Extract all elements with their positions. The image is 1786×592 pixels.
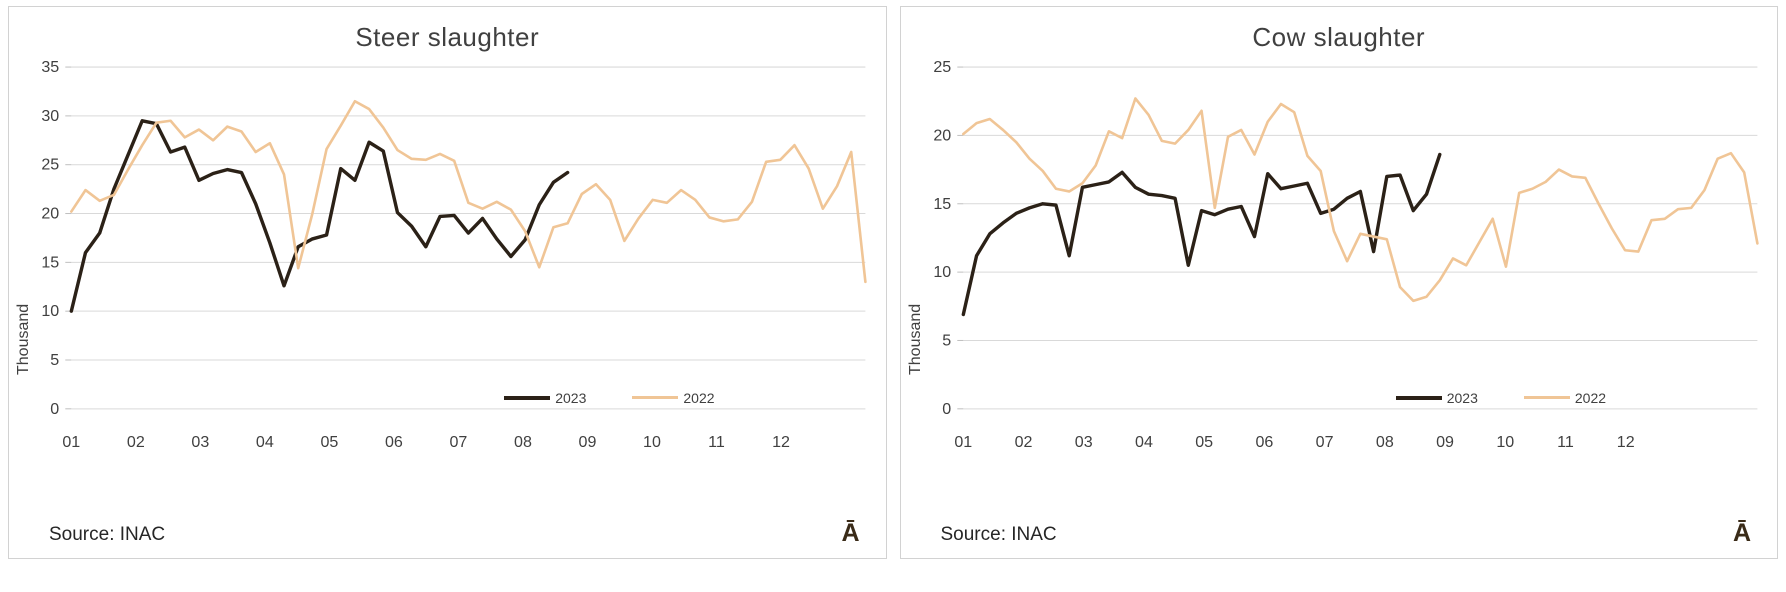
legend-item-2022[interactable]: 2022 xyxy=(632,389,715,406)
chart-title: Steer slaughter xyxy=(355,22,540,52)
y-tick-label: 15 xyxy=(41,253,59,271)
gridlines xyxy=(956,66,1757,410)
corner-glyph: Ā xyxy=(1732,519,1751,547)
legend-item-2023[interactable]: 2023 xyxy=(504,390,586,406)
y-tick-label: 10 xyxy=(933,263,951,281)
source-note: Source: INAC xyxy=(49,524,166,545)
y-tick-label: 10 xyxy=(41,302,59,320)
line-swatch-2023 xyxy=(504,395,551,400)
x-axis-label: 02 xyxy=(127,433,145,451)
y-tick-label: 20 xyxy=(933,126,951,144)
source-note: Source: INAC xyxy=(940,524,1057,545)
x-axis-label: 01 xyxy=(62,433,80,451)
legend-label-2022: 2022 xyxy=(1574,389,1607,406)
x-axis-label: 06 xyxy=(385,433,403,451)
series-line-2022[interactable] xyxy=(961,97,1759,303)
x-axis-label: 06 xyxy=(1255,433,1273,451)
legend-item-2023[interactable]: 2023 xyxy=(1395,389,1478,406)
chart-legend: 2023 2022 xyxy=(1395,389,1607,406)
x-axis-label: 08 xyxy=(514,433,532,451)
x-axis-label: 12 xyxy=(772,433,790,451)
chart-panel-steer[interactable]: Steer slaughter Thousand 0 5 10 15 20 25 30 35 0… xyxy=(8,6,887,559)
x-axis-label: 08 xyxy=(1375,433,1393,451)
series-line-2022[interactable] xyxy=(70,99,867,284)
chart-area: Thousand 0 5 10 15 20 25 01 02 03 04 05 06 07 08 09 10 1… xyxy=(901,55,1778,487)
y-tick-label: 25 xyxy=(933,58,951,76)
y-axis-title: Thousand xyxy=(15,303,32,375)
x-axis-label: 10 xyxy=(1496,433,1514,451)
y-tick-label: 30 xyxy=(41,107,59,125)
y-axis-title: Thousand xyxy=(906,303,924,375)
x-axis-label: 05 xyxy=(320,433,338,451)
line-swatch-2022 xyxy=(632,396,679,400)
x-axis-label: 07 xyxy=(1315,433,1333,451)
y-tick-label: 0 xyxy=(942,400,951,418)
x-axis-label: 11 xyxy=(1557,433,1574,451)
chart-panel-cow[interactable]: Cow slaughter Thousand 0 5 10 15 20 25 01 02 03 0… xyxy=(899,6,1778,559)
chart-legend: 2023 2022 xyxy=(504,389,715,406)
chart-title: Cow slaughter xyxy=(1252,22,1426,52)
x-axis-label: 11 xyxy=(708,433,725,451)
y-tick-label: 5 xyxy=(50,351,59,369)
y-tick-labels: 0 5 10 15 20 25 xyxy=(933,58,951,418)
legend-label-2023: 2023 xyxy=(555,389,587,406)
x-axis-label: 03 xyxy=(1074,433,1092,451)
x-axis-label: 01 xyxy=(954,433,972,451)
y-tick-label: 35 xyxy=(41,58,59,76)
y-tick-label: 20 xyxy=(41,205,59,223)
x-axis-label: 10 xyxy=(643,433,661,451)
x-axis-label: 09 xyxy=(579,433,597,451)
x-axis-label: 07 xyxy=(449,433,467,451)
x-axis-label: 02 xyxy=(1014,433,1032,451)
corner-glyph: Ā xyxy=(841,519,860,547)
series-line-2023[interactable] xyxy=(961,152,1441,317)
line-swatch-2023 xyxy=(1395,395,1442,400)
series-line-2023[interactable] xyxy=(69,119,570,313)
y-tick-label: 15 xyxy=(933,195,951,213)
panel-footer: Source: INAC Ā xyxy=(901,521,1778,546)
x-axis-labels: 01 02 03 04 05 06 07 08 09 10 11 12 xyxy=(954,433,1634,451)
x-axis-label: 09 xyxy=(1436,433,1454,451)
chart-area: Thousand 0 5 10 15 20 25 30 35 01 02 03 04 05 06 07 08 0… xyxy=(9,55,886,487)
x-axis-label: 05 xyxy=(1195,433,1213,451)
x-axis-labels: 01 02 03 04 05 06 07 08 09 10 11 12 xyxy=(62,433,790,451)
x-axis-label: 04 xyxy=(1135,433,1153,451)
y-tick-label: 25 xyxy=(41,156,59,174)
panel-footer: Source: INAC Ā xyxy=(9,521,886,546)
x-axis-label: 12 xyxy=(1616,433,1634,451)
x-axis-label: 03 xyxy=(191,433,209,451)
x-axis-label: 04 xyxy=(256,433,274,451)
line-swatch-2022 xyxy=(1523,396,1570,400)
y-tick-labels: 0 5 10 15 20 25 30 35 xyxy=(41,58,59,418)
legend-item-2022[interactable]: 2022 xyxy=(1523,389,1607,406)
gridlines xyxy=(65,66,866,410)
legend-label-2023: 2023 xyxy=(1446,389,1478,406)
y-tick-label: 5 xyxy=(942,331,951,349)
y-tick-label: 0 xyxy=(50,400,59,418)
legend-label-2022: 2022 xyxy=(683,389,715,406)
